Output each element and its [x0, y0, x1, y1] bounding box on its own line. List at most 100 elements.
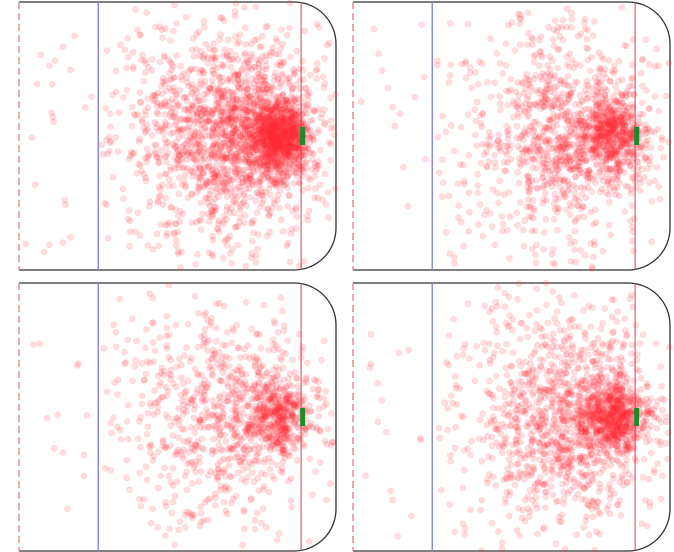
- shot-point: [450, 259, 458, 267]
- shot-point: [201, 123, 209, 131]
- shot-point: [596, 131, 604, 139]
- shot-point: [187, 423, 195, 431]
- shot-point: [500, 158, 508, 166]
- shot-point: [592, 91, 600, 99]
- shot-point: [309, 135, 317, 143]
- shot-point: [300, 121, 308, 128]
- shot-point: [259, 154, 267, 162]
- shot-point: [260, 301, 268, 309]
- shot-point: [539, 184, 547, 192]
- shot-point: [182, 13, 190, 21]
- shot-point: [623, 42, 630, 50]
- shot-point: [554, 64, 562, 72]
- shot-point: [155, 127, 162, 135]
- shot-point: [268, 149, 276, 157]
- shot-point: [439, 112, 446, 120]
- shot-point: [167, 104, 175, 111]
- shot-point: [249, 160, 257, 167]
- shot-point: [228, 108, 236, 116]
- shot-point: [259, 66, 267, 74]
- shot-point: [156, 172, 163, 180]
- shot-point: [154, 110, 162, 118]
- shot-point: [163, 312, 171, 320]
- shot-point: [262, 524, 270, 531]
- shot-point: [411, 93, 419, 101]
- shot-point: [257, 42, 265, 50]
- shot-point: [271, 200, 278, 207]
- shot-point: [286, 192, 293, 200]
- shot-point: [218, 108, 226, 116]
- shot-point: [155, 159, 163, 167]
- shot-point: [246, 431, 254, 438]
- shot-point: [629, 223, 636, 231]
- shot-point: [219, 154, 227, 162]
- shot-point: [158, 364, 166, 372]
- shot-point: [217, 178, 225, 186]
- shot-point: [265, 124, 273, 132]
- shot-point: [282, 130, 290, 138]
- shot-point: [188, 80, 196, 88]
- shot-point: [263, 159, 270, 167]
- shot-point: [287, 113, 295, 121]
- shot-point: [270, 119, 277, 127]
- shot-point: [190, 130, 198, 137]
- shot-point: [31, 181, 39, 189]
- shot-point: [184, 460, 192, 468]
- shot-point: [213, 168, 221, 176]
- shot-point: [298, 146, 306, 154]
- shot-point: [175, 102, 183, 109]
- shot-point: [479, 109, 487, 117]
- shot-point: [257, 110, 265, 117]
- shot-point: [575, 170, 583, 177]
- shot-point: [639, 55, 646, 63]
- shot-point: [519, 149, 527, 157]
- shot-point: [276, 166, 284, 174]
- shot-point: [209, 142, 217, 149]
- shot-point: [210, 63, 218, 70]
- shot-point: [466, 208, 473, 216]
- shot-point: [281, 161, 289, 169]
- shot-point: [140, 496, 148, 503]
- shot-point: [584, 56, 592, 64]
- shot-point: [241, 146, 249, 154]
- shot-point: [175, 126, 183, 133]
- shot-point: [263, 129, 270, 137]
- shot-point: [232, 115, 240, 122]
- shot-point: [265, 116, 273, 124]
- shot-point: [548, 250, 556, 258]
- shot-point: [265, 108, 272, 116]
- shot-point: [197, 80, 204, 88]
- shot-point: [211, 206, 219, 214]
- shot-point: [169, 464, 177, 472]
- shot-point: [225, 52, 233, 60]
- shot-point: [213, 96, 220, 104]
- shot-point: [193, 189, 201, 196]
- shot-point: [576, 135, 583, 143]
- shot-point: [286, 118, 294, 125]
- shot-point: [172, 321, 180, 329]
- shot-point: [256, 111, 264, 118]
- shot-point: [571, 190, 578, 197]
- shot-point: [243, 56, 251, 64]
- shot-point: [236, 183, 244, 191]
- shot-point: [277, 146, 285, 153]
- shot-point: [483, 148, 491, 156]
- shot-point: [564, 181, 571, 189]
- shot-point: [280, 120, 288, 128]
- shot-point: [143, 430, 151, 438]
- shot-point: [198, 157, 206, 165]
- shot-point: [151, 23, 159, 31]
- shot-point: [229, 406, 236, 414]
- shot-point: [165, 525, 173, 533]
- shot-point: [259, 170, 267, 178]
- shot-point: [645, 105, 653, 112]
- shot-point: [309, 117, 317, 124]
- shot-point: [256, 128, 264, 136]
- shot-point: [596, 72, 603, 80]
- shot-point: [213, 171, 221, 179]
- shot-point: [176, 157, 183, 165]
- shot-point: [269, 84, 277, 92]
- shot-point: [258, 111, 266, 119]
- shot-point: [269, 142, 277, 150]
- shot-point: [252, 116, 260, 124]
